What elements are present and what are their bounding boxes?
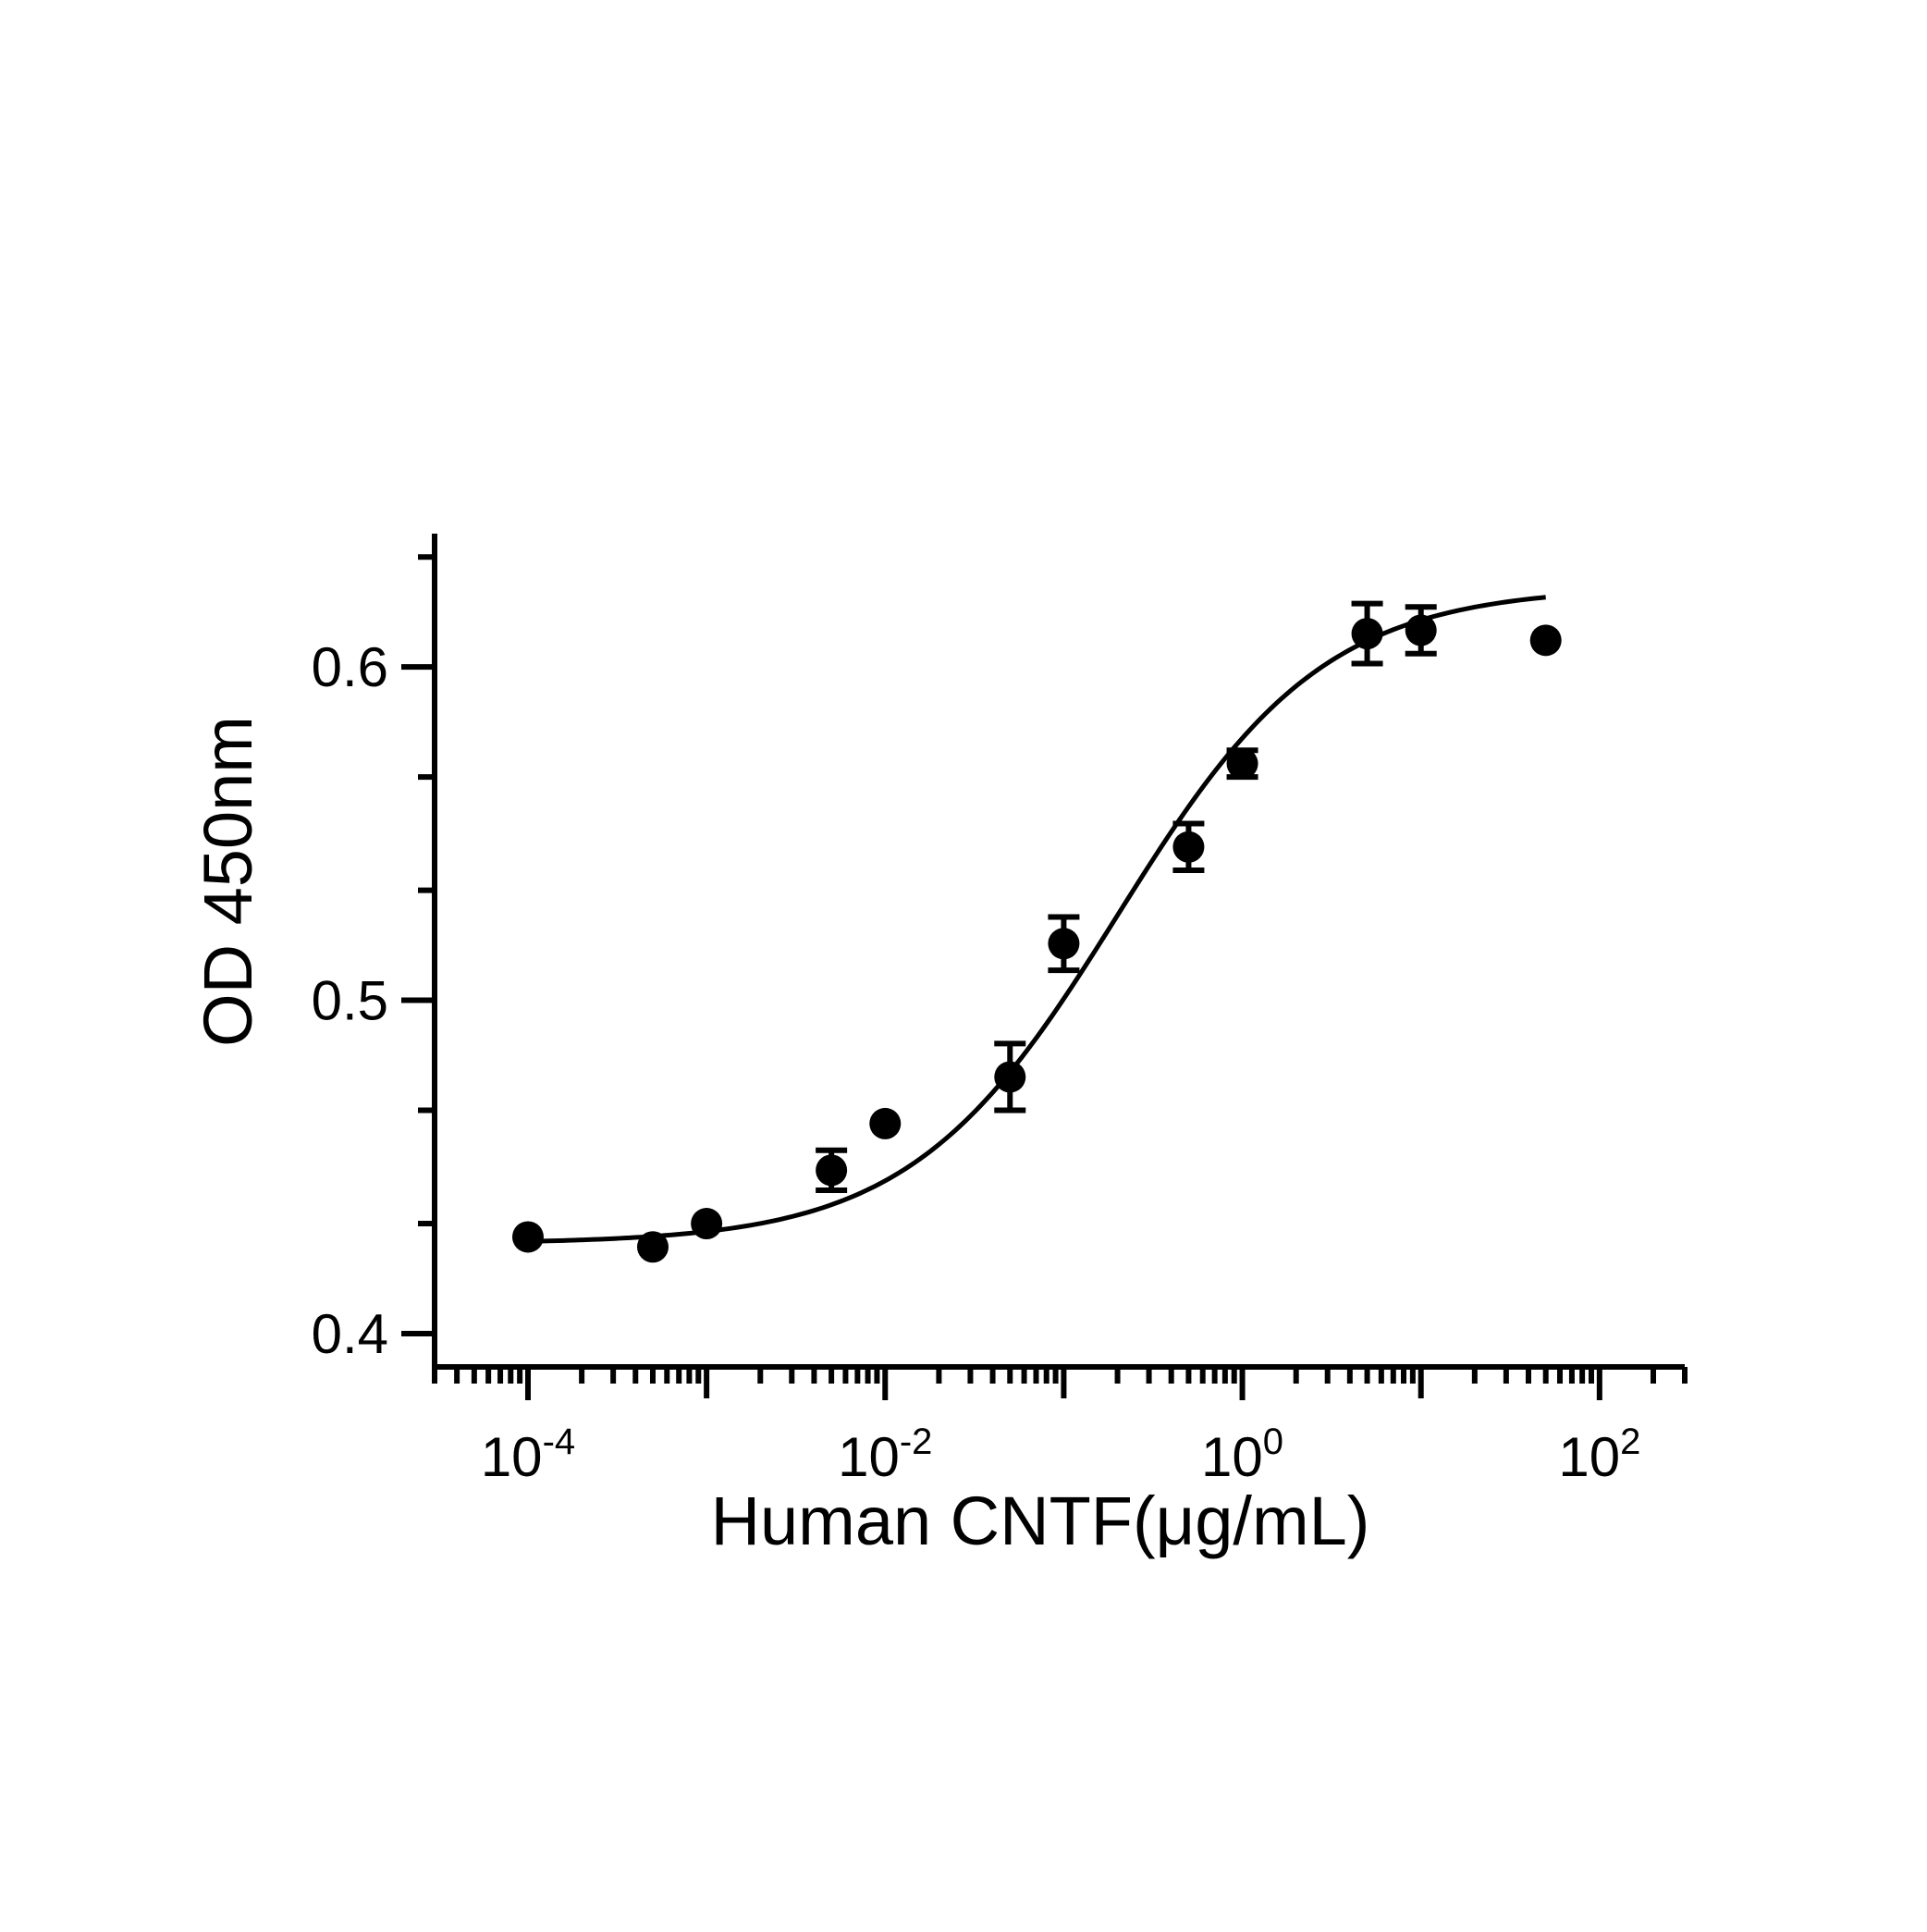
- data-point: [1529, 624, 1562, 657]
- fit-curve: [527, 595, 1546, 1244]
- y-tick-label: 0.6: [312, 636, 388, 698]
- y-tick-label: 0.4: [312, 1303, 388, 1365]
- x-tick-label: 100: [1201, 1421, 1283, 1488]
- data-point: [1226, 747, 1258, 780]
- x-tick-label: 10-2: [838, 1421, 932, 1488]
- data-point: [994, 1061, 1026, 1093]
- y-axis-title: OD 450nm: [190, 716, 266, 1047]
- fit-curve-layer: [527, 595, 1546, 1244]
- data-point: [869, 1107, 902, 1139]
- data-point: [1405, 614, 1437, 646]
- data-point: [511, 1221, 544, 1253]
- data-points-layer: [511, 600, 1562, 1263]
- x-tick-label: 102: [1558, 1421, 1640, 1488]
- x-axis-title: Human CNTF(μg/mL): [711, 1483, 1370, 1559]
- data-point: [636, 1231, 669, 1263]
- x-tick-label: 10-4: [481, 1421, 575, 1488]
- y-tick-label: 0.5: [312, 970, 388, 1032]
- axes: 0.4 0.5 0.6 10-4 10-2 100 102: [312, 534, 1688, 1488]
- data-point: [691, 1208, 723, 1240]
- data-point: [1351, 618, 1383, 650]
- data-point: [1172, 831, 1205, 863]
- data-point: [1048, 928, 1080, 960]
- data-point: [816, 1154, 848, 1187]
